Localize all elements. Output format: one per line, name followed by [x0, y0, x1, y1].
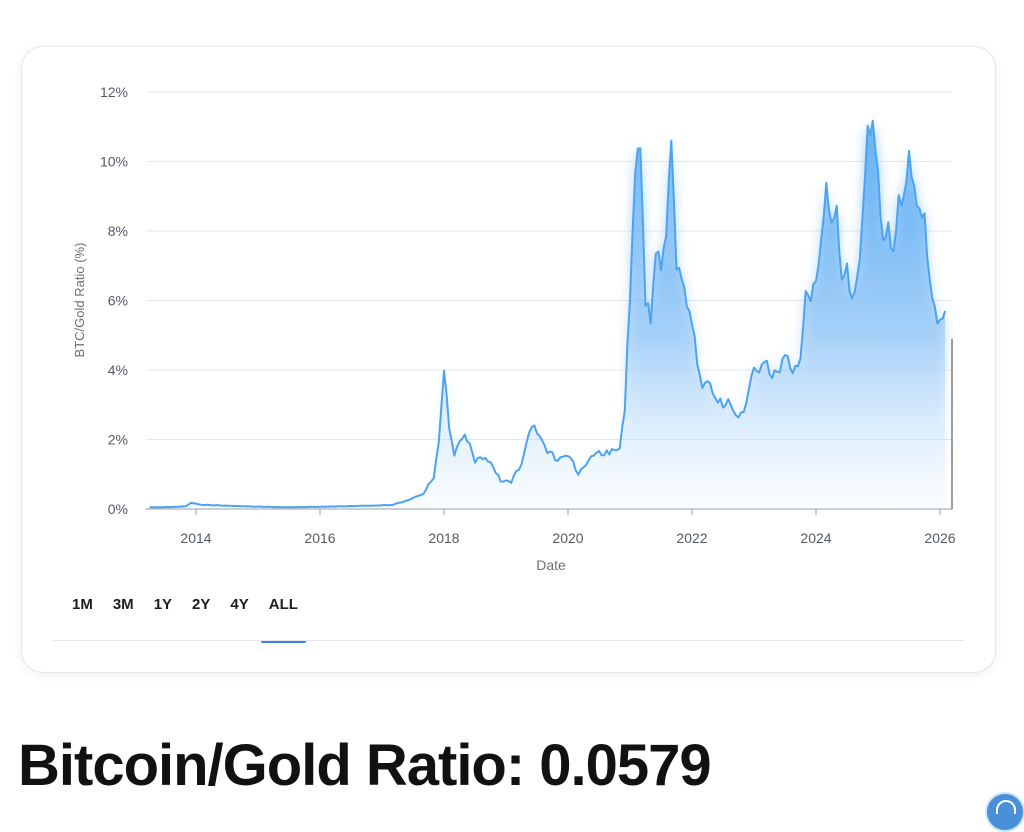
y-tick-label: 6%	[108, 293, 128, 309]
y-axis-title: BTC/Gold Ratio (%)	[72, 243, 87, 358]
chat-button[interactable]	[985, 792, 1024, 832]
x-axis-title: Date	[536, 557, 566, 573]
chat-icon	[996, 800, 1016, 814]
y-tick-label: 8%	[108, 223, 128, 239]
y-tick-label: 12%	[100, 84, 128, 100]
range-2y-button[interactable]: 2Y	[192, 595, 211, 613]
y-tick-label: 0%	[108, 501, 128, 517]
x-tick-label: 2018	[428, 530, 459, 546]
axes	[145, 339, 953, 515]
time-range-selector: 1M 3M 1Y 2Y 4Y ALL	[62, 592, 308, 643]
axis-labels: 0% 2% 4% 6% 8% 10% 12% 2014 2016 2018 2020 2022 2024…	[72, 84, 956, 573]
range-4y-button[interactable]: 4Y	[230, 595, 249, 613]
series-line	[149, 119, 947, 509]
x-tick-label: 2020	[552, 530, 583, 546]
x-tick-label: 2024	[800, 530, 831, 546]
btc-gold-ratio-chart: 0% 2% 4% 6% 8% 10% 12% 2014 2016 2018 2020 2022 2024…	[72, 84, 956, 573]
x-tick-label: 2026	[924, 530, 955, 546]
y-tick-label: 4%	[108, 362, 128, 378]
x-tick-label: 2016	[304, 530, 335, 546]
x-tick-label: 2022	[676, 530, 707, 546]
area-fill	[149, 119, 947, 510]
ratio-headline: Bitcoin/Gold Ratio: 0.0579	[18, 733, 712, 798]
range-3m-button[interactable]: 3M	[112, 595, 134, 613]
y-tick-label: 10%	[100, 154, 128, 170]
y-tick-label: 2%	[108, 432, 128, 448]
range-1y-button[interactable]: 1Y	[153, 595, 173, 613]
range-divider	[52, 640, 965, 641]
area-fill-path	[149, 120, 946, 510]
range-all-button[interactable]: ALL	[259, 596, 308, 643]
x-tick-label: 2014	[180, 530, 211, 546]
range-1m-button[interactable]: 1M	[72, 595, 93, 613]
